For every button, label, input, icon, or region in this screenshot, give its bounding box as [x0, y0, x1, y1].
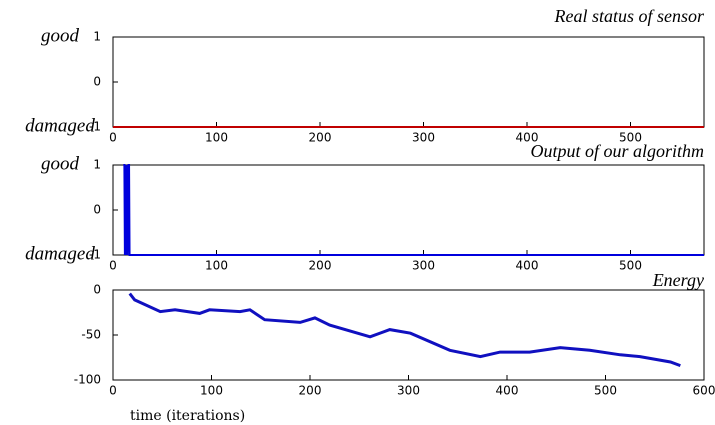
y-tick-label: -50 — [81, 328, 101, 342]
x-tick-label: 100 — [205, 131, 228, 145]
y-tick-label: 0 — [93, 75, 101, 89]
x-tick-label: 500 — [619, 259, 642, 273]
axes-frame — [112, 164, 705, 256]
y-tick-label: -1 — [89, 248, 101, 262]
x-tick-label: 500 — [619, 131, 642, 145]
chart-title: Energy — [652, 270, 704, 290]
x-tick-label: 400 — [516, 259, 539, 273]
x-tick-label: 200 — [309, 131, 332, 145]
state-label: damaged — [25, 243, 95, 264]
x-tick-label: 600 — [693, 384, 715, 398]
x-tick-label: 400 — [516, 131, 539, 145]
x-tick-label: 200 — [309, 259, 332, 273]
x-tick-label: 500 — [594, 384, 617, 398]
axes-frame — [112, 36, 705, 128]
y-tick-label: -100 — [74, 373, 101, 387]
x-tick-label: 0 — [109, 131, 117, 145]
y-tick-label: 0 — [93, 203, 101, 217]
x-tick-label: 0 — [109, 259, 117, 273]
axes-frame — [112, 289, 705, 381]
y-tick-label: -1 — [89, 120, 101, 134]
x-tick-label: 100 — [205, 259, 228, 273]
data-line — [123, 164, 704, 256]
x-tick-label: 200 — [299, 384, 322, 398]
x-axis-label: time (iterations) — [130, 408, 245, 424]
x-tick-label: 300 — [412, 259, 435, 273]
chart-title: Output of our algorithm — [530, 141, 704, 161]
state-label: damaged — [25, 115, 95, 136]
data-line — [128, 292, 681, 368]
x-tick-label: 100 — [200, 384, 223, 398]
y-tick-label: 1 — [93, 30, 101, 44]
x-tick-label: 0 — [109, 384, 117, 398]
x-tick-label: 300 — [412, 131, 435, 145]
x-tick-label: 400 — [496, 384, 519, 398]
state-label: good — [41, 25, 80, 46]
y-tick-label: 1 — [93, 158, 101, 172]
y-tick-label: 0 — [93, 283, 101, 297]
x-tick-label: 300 — [397, 384, 420, 398]
state-label: good — [41, 153, 80, 174]
chart-title: Real status of sensor — [553, 6, 704, 26]
